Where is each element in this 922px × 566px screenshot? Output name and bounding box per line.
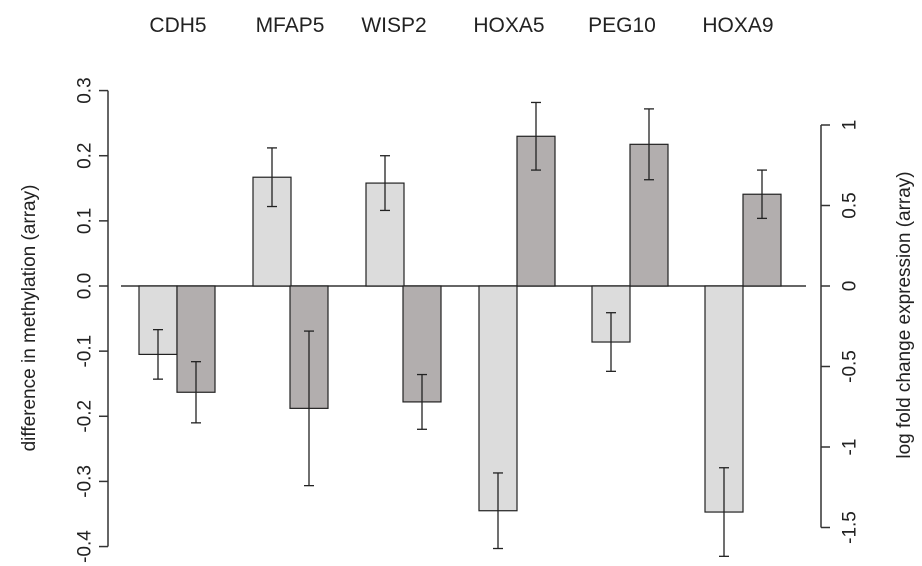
category-label-hoxa5: HOXA5 xyxy=(473,14,544,37)
error-bar-right-hoxa5 xyxy=(531,101,541,171)
error-bar-left-mfap5 xyxy=(267,147,277,208)
y-tick-label-left: -0.2 xyxy=(75,400,96,433)
y-axis-label-left: difference in methylation (array) xyxy=(19,185,40,452)
y-tick-label-left: -0.3 xyxy=(75,465,96,498)
category-label-wisp2: WISP2 xyxy=(361,14,426,37)
y-tick-label-right: -0.5 xyxy=(840,350,861,383)
bar-left-hoxa5 xyxy=(478,285,518,512)
y-axis-left: -0.4 -0.3 -0.2 -0.1 0.0 0.1 0.2 0.3 xyxy=(75,77,109,563)
y-tick-label-right: 0 xyxy=(840,281,861,292)
y-tick-label-left: 0.1 xyxy=(75,208,96,234)
error-bar-right-cdh5 xyxy=(191,361,201,424)
bar-left-mfap5 xyxy=(252,176,292,287)
error-bar-right-hoxa9 xyxy=(757,169,767,220)
error-bar-left-hoxa5 xyxy=(493,472,503,550)
error-bar-right-mfap5 xyxy=(304,330,314,487)
y-tick-label-left: -0.4 xyxy=(75,530,96,563)
error-bar-right-wisp2 xyxy=(417,373,427,430)
y-tick-label-left: -0.1 xyxy=(75,335,96,368)
error-bar-left-hoxa9 xyxy=(719,467,729,557)
bars xyxy=(138,135,782,513)
y-tick-label-left: 0.0 xyxy=(75,273,96,299)
y-tick-label-right: -1.5 xyxy=(840,511,861,544)
category-label-cdh5: CDH5 xyxy=(149,14,206,37)
y-tick-label-left: 0.3 xyxy=(75,77,96,103)
error-bar-left-peg10 xyxy=(606,312,616,372)
error-bar-left-cdh5 xyxy=(153,328,163,380)
y-tick-label-right: 0.5 xyxy=(840,192,861,218)
error-bars xyxy=(153,101,767,557)
y-tick-label-right: -1 xyxy=(840,439,861,456)
category-label-hoxa9: HOXA9 xyxy=(702,14,773,37)
category-label-mfap5: MFAP5 xyxy=(256,14,325,37)
error-bar-left-wisp2 xyxy=(380,155,390,212)
error-bar-right-peg10 xyxy=(644,108,654,181)
y-tick-label-right: 1 xyxy=(840,120,861,131)
y-tick-label-left: 0.2 xyxy=(75,143,96,169)
y-axis-right: -1.5 -1 -0.5 0 0.5 1 xyxy=(820,120,861,544)
y-axis-label-right: log fold change expression (array) xyxy=(894,171,915,458)
category-label-peg10: PEG10 xyxy=(588,14,656,37)
category-labels: CDH5 MFAP5 WISP2 HOXA5 PEG10 HOXA9 xyxy=(149,14,773,37)
